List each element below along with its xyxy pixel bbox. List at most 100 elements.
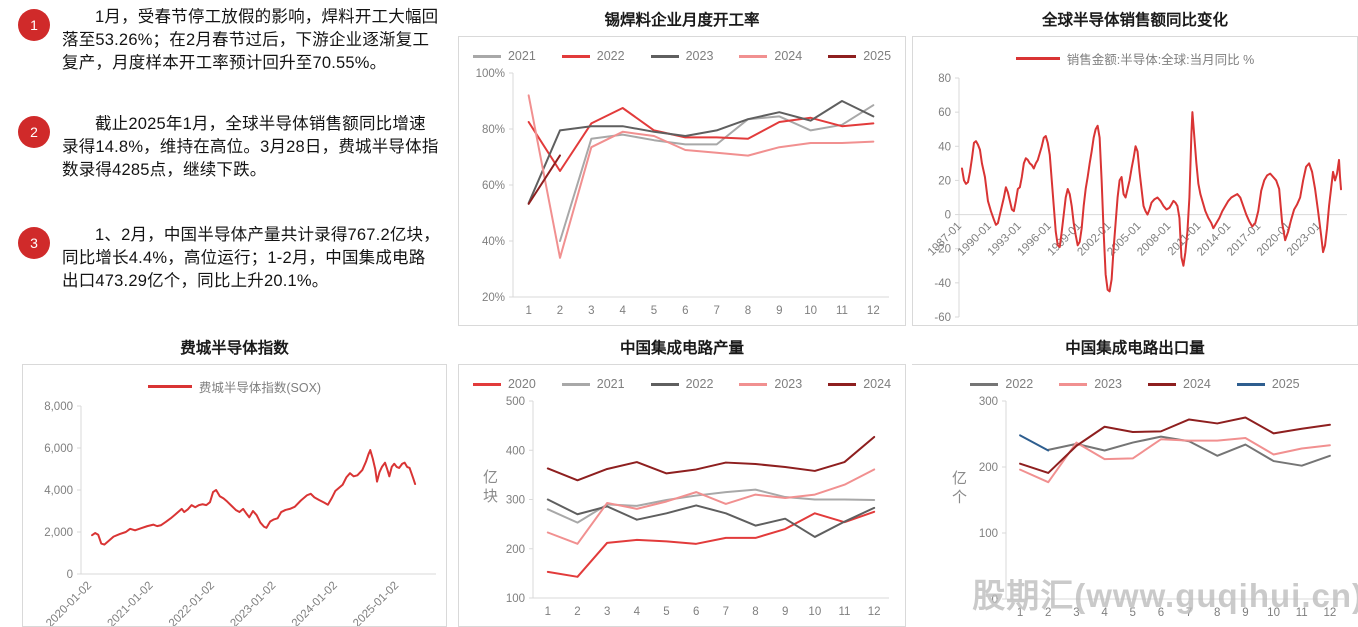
note-text: 1、2月，中国半导体产量共计录得767.2亿块，同比增长4.4%，高位运行；1-… [62,226,440,290]
legend-item: 2023 [650,49,714,63]
svg-text:0: 0 [945,210,951,222]
legend-label: 2023 [774,377,803,391]
legend-label: 销售金额:半导体:全球:当月同比 % [1066,53,1255,67]
svg-text:6: 6 [682,305,688,317]
svg-text:8: 8 [1214,607,1220,619]
svg-text:10: 10 [804,305,817,317]
svg-text:40: 40 [938,141,951,153]
legend-label: 2025 [863,49,892,63]
svg-text:8: 8 [745,305,751,317]
global-semiconductor-sales-chart-panel: 全球半导体销售额同比变化 销售金额:半导体:全球:当月同比 % 80 60 40 20… [912,4,1358,326]
legend-swatch [1236,382,1265,386]
note-item-3: 3 1、2月，中国半导体产量共计录得767.2亿块，同比增长4.4%，高位运行；… [18,224,446,292]
legend-label: 2023 [1094,377,1122,391]
svg-text:2021-01-02: 2021-01-02 [106,580,156,626]
legend-swatch [739,54,768,58]
svg-text:4: 4 [619,305,626,317]
svg-text:20: 20 [938,175,951,187]
svg-text:1: 1 [1017,607,1023,619]
svg-text:2: 2 [557,305,563,317]
svg-text:2023-01-02: 2023-01-02 [228,580,278,626]
note-item-1: 1 1月，受春节停工放假的影响，焊料开工大幅回落至53.26%；在2月春节过后，… [18,6,446,74]
svg-text:10: 10 [1267,607,1280,619]
legend-item: 2021 [561,377,625,391]
note-item-2: 2 截止2025年1月，全球半导体销售额同比增速录得14.8%，维持在高位。3月… [18,113,446,181]
svg-text:1: 1 [545,606,551,618]
note-text: 1月，受春节停工放假的影响，焊料开工大幅回落至53.26%；在2月春节过后，下游… [62,8,439,72]
chart-title: 中国集成电路出口量 [1065,340,1205,357]
legend-label: 2022 [685,377,714,391]
note-number-badge: 2 [18,116,50,148]
legend-swatch [1059,382,1088,386]
svg-text:6: 6 [1158,607,1164,619]
svg-text:2024-01-02: 2024-01-02 [290,580,340,626]
legend-item: 2020 [472,377,536,391]
chart-legend: 销售金额:半导体:全球:当月同比 % [913,37,1357,70]
chart-area: 2022 2023 2024 2025 300 200 100 0 1 2 3 4 5 6 7 8 9 10 11… [912,364,1358,627]
svg-text:6: 6 [693,606,699,618]
svg-text:1: 1 [525,305,531,317]
legend-item: 2023 [1059,377,1122,391]
svg-text:11: 11 [836,305,848,317]
legend-swatch [828,54,857,58]
svg-text:60: 60 [938,107,951,119]
legend-swatch [472,382,501,386]
svg-text:80%: 80% [482,124,505,136]
svg-text:8: 8 [752,606,758,618]
svg-text:10: 10 [808,606,821,618]
legend-item: 销售金额:半导体:全球:当月同比 % [1015,49,1255,68]
legend-item: 费城半导体指数(SOX) [147,377,322,396]
chart-area: 2021 2022 2023 2024 2025 100% 80% 60% 40% 20% 1 2 3… [458,36,906,326]
legend-swatch [561,54,590,58]
svg-text:8,000: 8,000 [44,401,73,413]
plot-area: 300 200 100 0 1 2 3 4 5 6 7 8 9 10 11 12 [912,393,1358,627]
svg-text:-60: -60 [934,312,951,324]
legend-swatch [1148,382,1176,386]
svg-text:7: 7 [1186,607,1192,619]
legend-swatch [561,382,590,386]
note-number-badge: 1 [18,9,50,41]
svg-text:7: 7 [713,305,719,317]
svg-text:80: 80 [938,73,951,85]
svg-text:200: 200 [979,462,998,474]
svg-text:0: 0 [992,594,998,606]
legend-swatch [1015,57,1060,60]
svg-text:60%: 60% [482,180,505,192]
legend-item: 2022 [650,377,714,391]
svg-text:100%: 100% [476,68,505,80]
svg-text:0: 0 [67,569,73,581]
svg-text:11: 11 [1296,607,1308,619]
svg-text:5: 5 [663,606,669,618]
svg-text:3: 3 [588,305,594,317]
svg-text:12: 12 [1324,607,1337,619]
note-number-badge: 3 [18,227,50,259]
svg-text:9: 9 [776,305,782,317]
legend-item: 2024 [739,49,802,63]
y-axis-title: 亿 个 [952,469,968,506]
svg-text:-20: -20 [934,244,951,256]
svg-text:300: 300 [979,396,998,408]
legend-swatch [970,382,999,386]
plot-area: 80 60 40 20 0 -20 -40 -60 1987-01 1990-01 1993-01 1… [913,70,1357,325]
plot-area: 100% 80% 60% 40% 20% 1 2 3 4 5 6 7 8 9 10 11 12 [459,65,905,325]
legend-label: 费城半导体指数(SOX) [198,381,322,395]
svg-text:2025-01-02: 2025-01-02 [351,580,401,626]
legend-label: 2023 [685,49,714,63]
svg-text:20%: 20% [482,292,505,304]
chart-legend: 2021 2022 2023 2024 2025 [459,37,905,65]
legend-label: 2022 [596,49,625,63]
chart-legend: 费城半导体指数(SOX) [23,365,446,398]
legend-label: 2024 [863,377,892,391]
chart-area: 费城半导体指数(SOX) 8,000 6,000 4,000 2,000 0 2020-0… [22,364,447,627]
legend-item: 2024 [1148,377,1211,391]
legend-swatch [472,54,501,58]
legend-swatch [147,385,192,388]
svg-text:3: 3 [604,606,610,618]
svg-text:500: 500 [506,396,525,408]
chart-title: 锡焊料企业月度开工率 [604,12,760,29]
svg-text:5: 5 [651,305,657,317]
legend-label: 2025 [1271,377,1300,391]
